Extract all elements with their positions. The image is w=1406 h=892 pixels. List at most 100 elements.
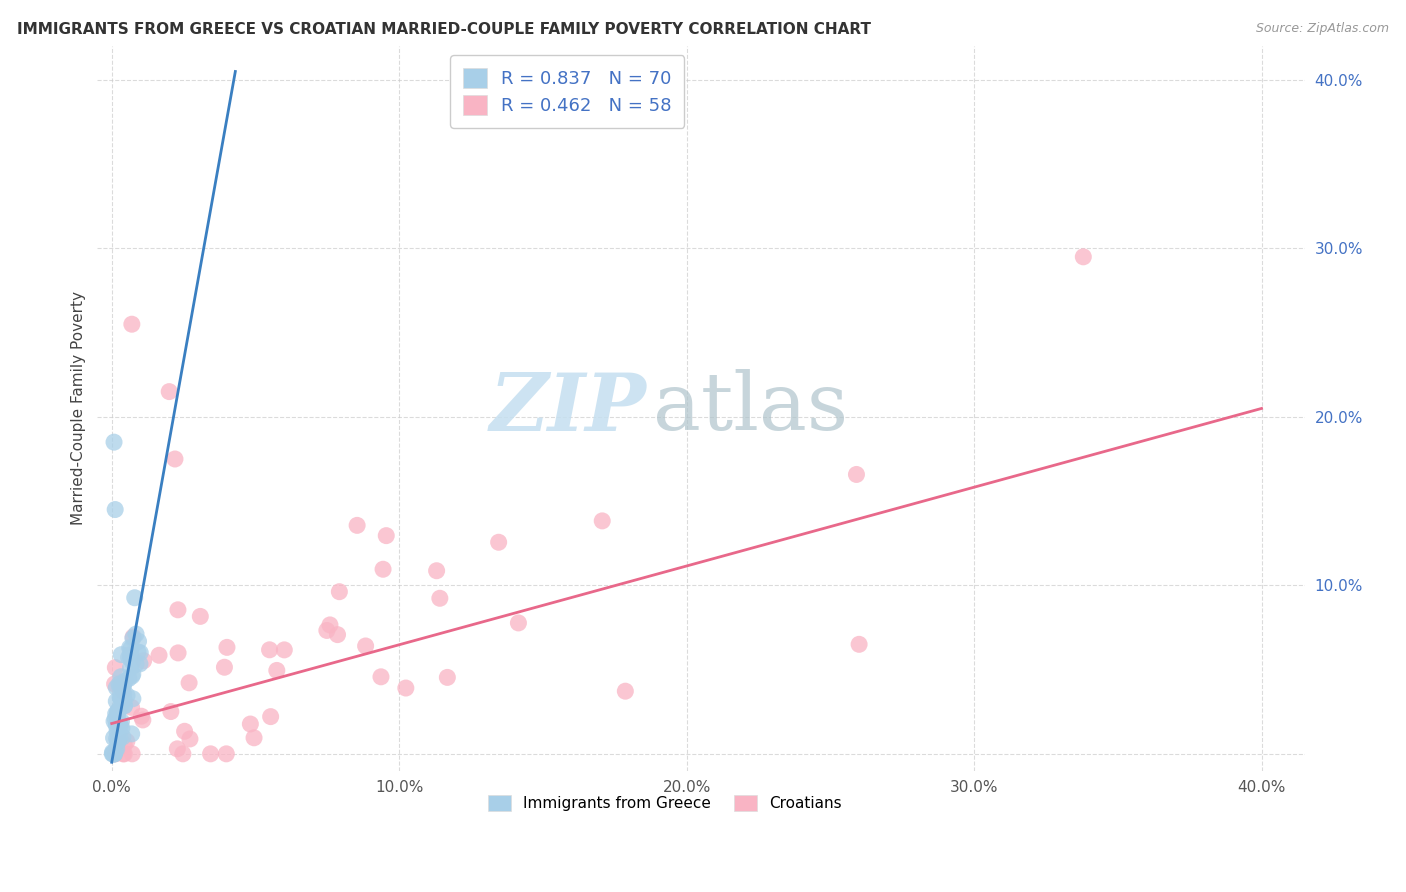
Point: [163, 452, 186, 467]
Point: [132, 654, 155, 668]
Text: IMMIGRANTS FROM GREECE VS CROATIAN MARRIED-COUPLE FAMILY POVERTY CORRELATION CHA: IMMIGRANTS FROM GREECE VS CROATIAN MARRI…: [17, 22, 870, 37]
Point: [111, 721, 134, 735]
Point: [107, 712, 129, 726]
Text: atlas: atlas: [652, 369, 848, 448]
Point: [508, 615, 530, 630]
Point: [103, 731, 125, 745]
Point: [105, 681, 128, 695]
Point: [614, 684, 637, 698]
Point: [167, 646, 190, 660]
Point: [110, 681, 132, 695]
Point: [107, 733, 129, 747]
Point: [103, 747, 125, 761]
Point: [436, 670, 458, 684]
Point: [112, 747, 135, 761]
Point: [370, 670, 392, 684]
Point: [125, 657, 148, 671]
Point: [121, 747, 143, 761]
Legend: Immigrants from Greece, Croatians: Immigrants from Greece, Croatians: [482, 789, 848, 817]
Point: [104, 744, 127, 758]
Point: [101, 747, 124, 761]
Point: [121, 317, 143, 331]
Point: [148, 648, 170, 663]
Point: [273, 643, 295, 657]
Point: [214, 660, 236, 674]
Point: [173, 724, 195, 739]
Point: [243, 731, 266, 745]
Point: [166, 741, 188, 756]
Point: [120, 651, 142, 665]
Point: [124, 591, 146, 605]
Point: [118, 640, 141, 655]
Point: [326, 627, 349, 641]
Point: [426, 564, 449, 578]
Point: [104, 747, 127, 761]
Point: [108, 690, 131, 705]
Y-axis label: Married-Couple Family Poverty: Married-Couple Family Poverty: [72, 292, 86, 525]
Point: [105, 694, 128, 708]
Point: [107, 734, 129, 748]
Point: [179, 731, 201, 746]
Point: [129, 657, 152, 671]
Point: [112, 747, 135, 761]
Point: [259, 709, 281, 723]
Point: [121, 700, 143, 714]
Point: [132, 713, 155, 727]
Point: [848, 637, 870, 651]
Point: [395, 681, 418, 695]
Point: [103, 714, 125, 729]
Point: [188, 609, 211, 624]
Point: [129, 646, 152, 660]
Point: [108, 731, 131, 745]
Point: [111, 684, 134, 698]
Point: [354, 639, 377, 653]
Point: [845, 467, 868, 482]
Point: [108, 718, 131, 732]
Point: [591, 514, 613, 528]
Point: [104, 677, 127, 691]
Point: [105, 724, 128, 739]
Point: [114, 698, 136, 713]
Point: [120, 641, 142, 656]
Point: [108, 680, 131, 694]
Point: [105, 731, 128, 746]
Point: [122, 691, 145, 706]
Point: [121, 667, 143, 681]
Point: [266, 664, 288, 678]
Point: [215, 747, 238, 761]
Point: [157, 384, 180, 399]
Point: [120, 648, 142, 662]
Point: [125, 627, 148, 641]
Point: [111, 730, 134, 744]
Point: [112, 687, 135, 701]
Point: [375, 528, 398, 542]
Point: [160, 705, 183, 719]
Point: [110, 648, 132, 662]
Point: [121, 669, 143, 683]
Point: [122, 630, 145, 644]
Point: [110, 714, 132, 729]
Point: [239, 717, 262, 731]
Point: [1071, 250, 1094, 264]
Point: [104, 706, 127, 721]
Point: [110, 675, 132, 690]
Point: [103, 747, 125, 761]
Point: [429, 591, 451, 606]
Point: [172, 747, 194, 761]
Point: [118, 672, 141, 686]
Point: [315, 624, 337, 638]
Point: [107, 706, 129, 720]
Point: [105, 718, 128, 732]
Point: [371, 562, 394, 576]
Point: [112, 693, 135, 707]
Text: Source: ZipAtlas.com: Source: ZipAtlas.com: [1256, 22, 1389, 36]
Point: [103, 747, 125, 761]
Point: [103, 747, 125, 761]
Point: [488, 535, 510, 549]
Point: [122, 631, 145, 645]
Point: [111, 680, 134, 694]
Point: [107, 704, 129, 718]
Point: [105, 742, 128, 756]
Point: [104, 502, 127, 516]
Point: [101, 747, 124, 761]
